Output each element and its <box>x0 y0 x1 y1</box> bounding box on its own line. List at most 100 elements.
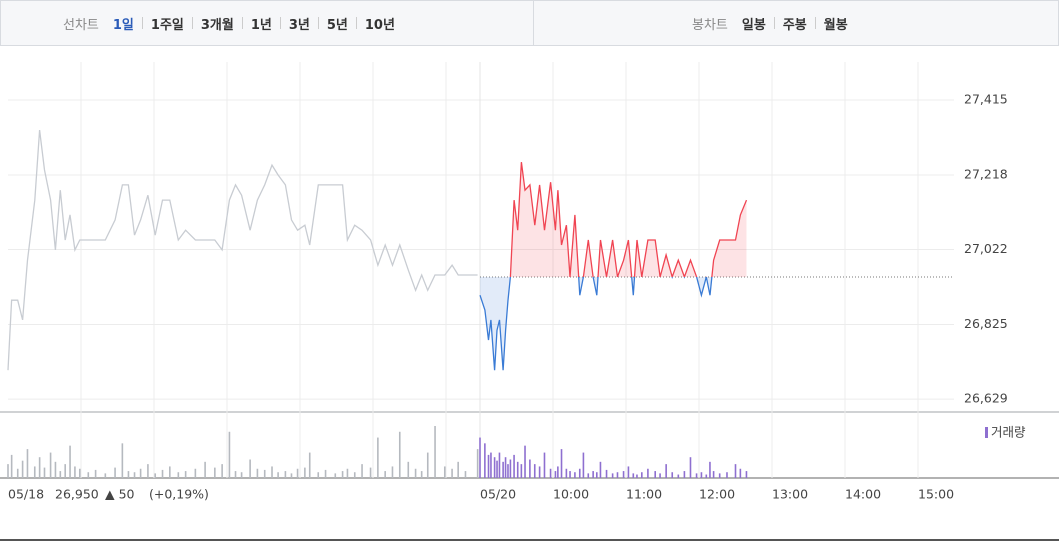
volume-bar <box>647 468 649 478</box>
volume-bar <box>434 426 436 478</box>
volume-bar <box>284 471 287 478</box>
legend-label: 거래량 <box>991 425 1026 440</box>
volume-bar <box>520 464 523 478</box>
volume-bar <box>420 471 423 478</box>
candle-chart-tabs: 봉차트 일봉 주봉 월봉 <box>534 1 848 45</box>
volume-bar <box>26 449 29 478</box>
volume-bar <box>443 466 446 478</box>
volume-bar <box>369 467 372 478</box>
volume-bar <box>74 466 76 478</box>
volume-bar <box>234 471 237 478</box>
y-tick-label: 27,218 <box>964 166 1008 181</box>
volume-bar <box>557 466 559 478</box>
tab-separator <box>355 17 357 29</box>
volume-bar <box>38 457 41 478</box>
volume-bar <box>709 461 711 478</box>
volume-bar <box>543 452 546 478</box>
period-tab[interactable]: 1일 <box>112 17 134 33</box>
y-tick-label: 26,825 <box>964 316 1008 331</box>
tab-separator <box>141 17 143 29</box>
volume-bar <box>317 472 320 478</box>
x-tick-label: 13:00 <box>772 487 808 502</box>
volume-bar <box>169 466 171 478</box>
period-tab[interactable]: 3년 <box>288 17 310 33</box>
period-tab[interactable]: 10년 <box>364 17 395 33</box>
volume-bar <box>334 473 337 478</box>
volume-bar <box>745 471 748 478</box>
volume-bar <box>10 454 13 478</box>
volume-bar <box>94 469 97 478</box>
volume-bar <box>154 473 157 478</box>
volume-bar <box>346 468 349 478</box>
volume-bar <box>683 471 686 478</box>
price-line-up <box>509 162 748 277</box>
volume-bar <box>263 469 266 478</box>
tab-separator <box>191 17 193 29</box>
price-line-down <box>479 276 713 371</box>
volume-bar <box>587 473 590 478</box>
period-tab[interactable]: 1주일 <box>150 17 184 33</box>
volume-bar <box>21 460 24 478</box>
volume-bar <box>240 472 243 478</box>
volume-bar <box>599 461 602 478</box>
quote-change: ▲ 50 <box>105 487 135 502</box>
volume-bar <box>308 452 311 478</box>
candle-tab[interactable]: 주봉 <box>782 17 807 33</box>
volume-bar <box>407 461 410 478</box>
volume-bar <box>509 459 512 478</box>
volume-bar <box>204 461 206 478</box>
volume-bar <box>451 468 453 478</box>
price-line <box>7 130 478 371</box>
line-chart-tabs: 선차트 1일 1주일 3개월 1년 3년 5년 10년 <box>1 1 534 45</box>
volume-bar <box>596 472 598 478</box>
volume-bar <box>353 472 356 478</box>
area-down <box>480 276 747 371</box>
candle-tab[interactable]: 월봉 <box>823 17 848 33</box>
volume-bar <box>304 467 306 478</box>
x-tick-label: 10:00 <box>553 487 589 502</box>
volume-bar <box>627 466 630 478</box>
volume-bar <box>33 466 36 478</box>
volume-bar <box>54 461 57 478</box>
volume-bar <box>636 474 638 478</box>
volume-bar <box>689 457 692 478</box>
volume-bar <box>712 471 715 478</box>
volume-bar <box>504 457 507 478</box>
volume-bar <box>64 464 66 478</box>
area-up <box>510 162 747 277</box>
volume-bar <box>256 468 259 478</box>
volume-bar <box>677 474 680 478</box>
volume-bar <box>569 471 571 478</box>
x-tick-label: 11:00 <box>626 487 662 502</box>
tab-group-label: 선차트 <box>63 17 99 33</box>
volume-bar <box>502 461 504 478</box>
volume-bar <box>296 468 299 478</box>
candle-tab[interactable]: 일봉 <box>741 17 766 33</box>
volume-bar <box>249 459 251 478</box>
volume-bar <box>464 471 467 478</box>
period-tab[interactable]: 1년 <box>250 17 272 33</box>
quote-rate: (+0,19%) <box>149 487 209 502</box>
volume-bar <box>734 464 737 478</box>
tab-separator <box>814 17 816 29</box>
volume-bar <box>361 464 363 478</box>
volume-bar <box>616 472 619 478</box>
tab-bar: 선차트 1일 1주일 3개월 1년 3년 5년 10년 봉차트 일봉 주봉 월봉 <box>0 0 1059 46</box>
volume-bar <box>487 454 490 478</box>
volume-bar <box>139 468 142 478</box>
volume-bar <box>87 472 90 478</box>
volume-bar <box>490 452 492 478</box>
volume-bar <box>718 473 721 478</box>
volume-bar <box>479 437 481 478</box>
volume-bar <box>16 468 19 478</box>
volume-bar <box>290 473 293 478</box>
y-tick-label: 26,629 <box>964 391 1008 406</box>
volume-bar <box>426 452 429 478</box>
volume-bar <box>277 472 279 478</box>
volume-bar <box>457 461 459 478</box>
period-tab[interactable]: 3개월 <box>200 17 234 33</box>
period-tab[interactable]: 5년 <box>326 17 348 33</box>
volume-bar <box>78 468 81 478</box>
